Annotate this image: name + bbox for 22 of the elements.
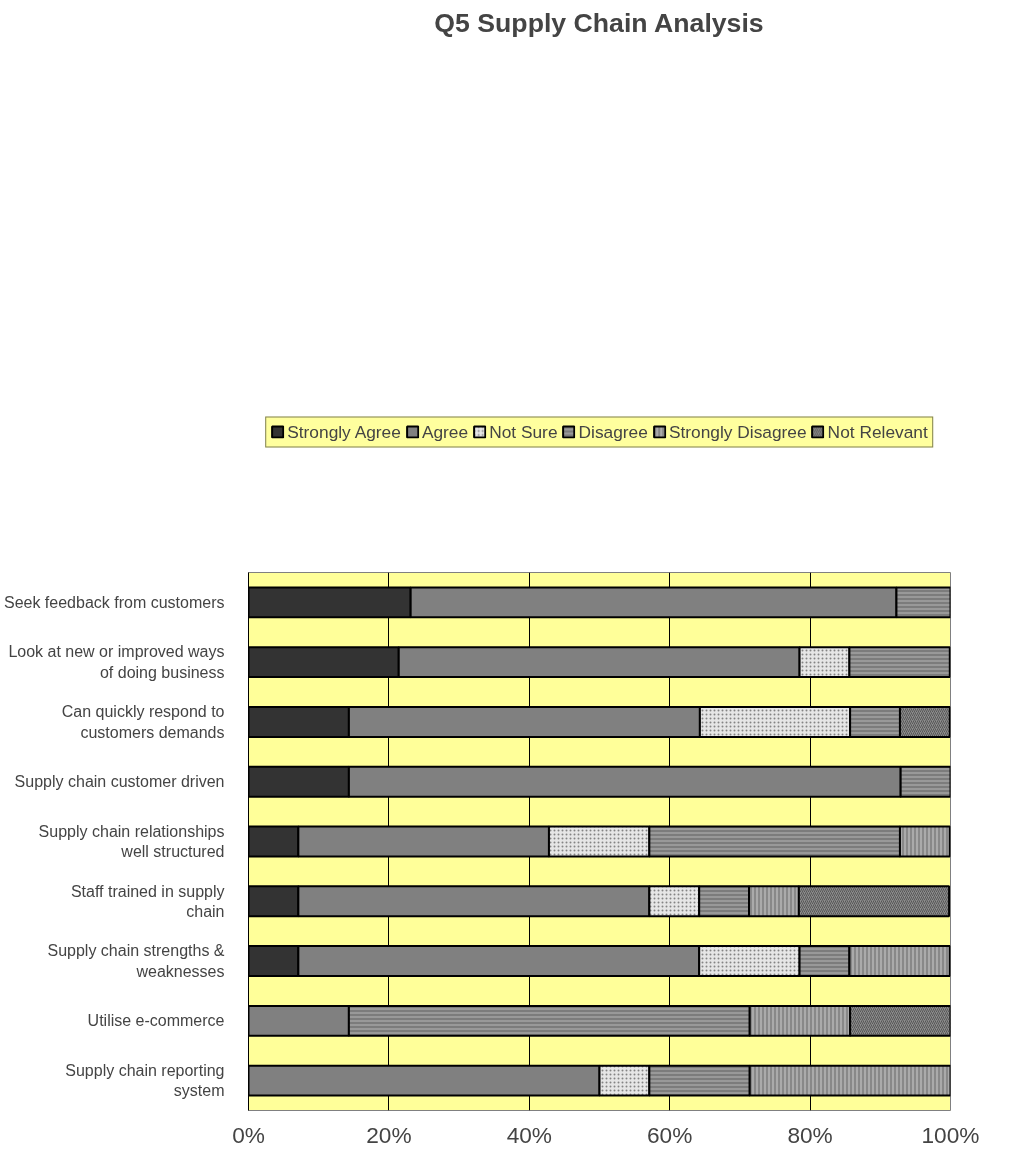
x-tick-label: 40% [506,1121,552,1148]
y-tick-label: Staff trained in supply chain [70,882,225,920]
chart-title: Q5 Supply Chain Analysis [434,7,764,38]
y-tick-label: Supply chain reporting system [65,1061,225,1100]
y-tick-label: Supply chain relationships well structured [38,822,225,861]
y-tick-label: Supply chain customer driven [14,773,225,791]
legend-label: Disagree [578,421,648,443]
legend-label: Not Sure [489,421,558,443]
x-tick-label: 0% [232,1121,265,1148]
legend-label: Not Relevant [827,421,928,443]
y-tick-label: Utilise e-commerce [87,1012,225,1030]
x-tick-label: 20% [366,1121,412,1148]
x-tick-label: 60% [647,1121,693,1148]
x-tick-label: 100% [921,1121,980,1148]
legend-label: Agree [421,421,469,443]
y-tick-label: Supply chain strengths & weaknesses [47,942,225,980]
y-tick-label: Seek feedback from customers [3,593,225,611]
y-tick-label: Can quickly respond to customers demands [61,703,225,741]
legend-label: Strongly Disagree [668,421,807,443]
legend-label: Strongly Agree [287,421,401,443]
y-tick-label: Look at new or improved ways of doing business [8,643,225,681]
x-tick-label: 80% [787,1121,833,1148]
